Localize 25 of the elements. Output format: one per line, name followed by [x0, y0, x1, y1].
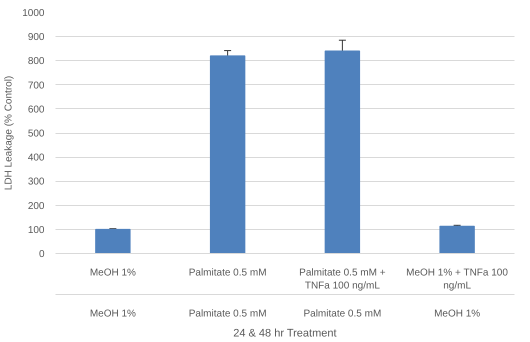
text: Palmitate 0.5 mM	[303, 308, 382, 320]
y-tick-label: 0	[38, 249, 45, 260]
y-tick-label: 600	[28, 104, 45, 116]
y-axis-title: LDH Leakage (% Control)	[3, 76, 14, 190]
y-tick-label: 100	[28, 224, 45, 236]
text: MeOH 1%	[434, 308, 480, 320]
x-axis-title: 24 & 48 hr Treatment	[233, 328, 337, 340]
x-tick-label: MeOH 1% + TNFa 100 ng/mL	[406, 268, 508, 292]
y-tick-label: 1000	[22, 8, 45, 19]
x-tick-label: Palmitate 0.5 mM	[188, 268, 267, 278]
x-tick-label: MeOH 1%	[90, 268, 136, 278]
y-tick-label: 400	[28, 152, 45, 164]
x-tick-label: Palmitate 0.5 mM + TNFa 100 ng/mL	[299, 268, 386, 292]
y-tick-label: 900	[28, 32, 45, 44]
y-tick-label: 700	[28, 80, 45, 92]
y-tick-label: 800	[28, 56, 45, 68]
y-tick-label: 500	[28, 128, 45, 140]
bar	[210, 55, 246, 254]
y-tick-label: 300	[28, 176, 45, 188]
text: MeOH 1%	[90, 308, 136, 320]
y-tick-label: 200	[28, 200, 45, 212]
text: Palmitate 0.5 mM	[188, 308, 267, 320]
bar	[95, 228, 131, 254]
bar	[439, 226, 475, 254]
bar	[324, 50, 360, 254]
